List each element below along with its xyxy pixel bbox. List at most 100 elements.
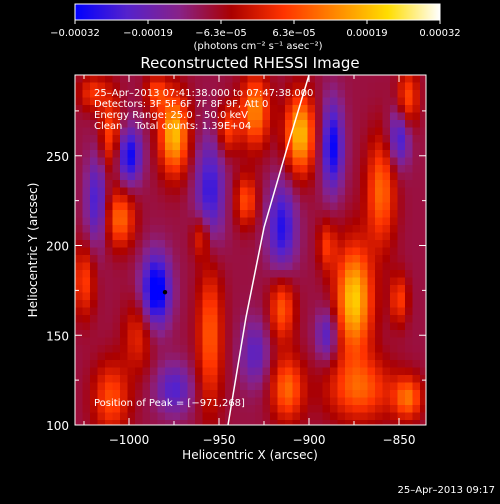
heatmap-cell — [202, 165, 211, 173]
heatmap-cell — [390, 322, 398, 331]
heatmap-cell — [247, 105, 256, 113]
heatmap-cell — [337, 285, 346, 293]
heatmap-cell — [337, 315, 346, 323]
heatmap-cell — [82, 165, 91, 173]
heatmap-cell — [172, 127, 181, 136]
heatmap-cell — [142, 97, 151, 106]
heatmap-cell — [187, 330, 196, 338]
heatmap-cell — [232, 172, 241, 181]
heatmap-cell — [135, 82, 143, 91]
heatmap-cell — [90, 112, 98, 121]
heatmap-cell — [112, 105, 121, 113]
heatmap-cell — [375, 352, 383, 361]
heatmap-cell — [382, 187, 391, 196]
heatmap-cell — [127, 180, 136, 188]
heatmap-cell — [97, 90, 106, 98]
heatmap-cell — [262, 105, 271, 113]
heatmap-cell — [367, 135, 376, 143]
heatmap-cell — [322, 345, 331, 353]
heatmap-cell — [120, 97, 128, 106]
heatmap-cell — [397, 240, 406, 248]
heatmap-cell — [120, 75, 128, 83]
heatmap-cell — [75, 202, 83, 211]
heatmap-cell — [225, 277, 233, 286]
heatmap-cell — [232, 105, 241, 113]
heatmap-cell — [420, 405, 426, 413]
heatmap-cell — [172, 142, 181, 151]
heatmap-cell — [180, 82, 188, 91]
heatmap-cell — [345, 307, 353, 316]
heatmap-cell — [232, 127, 241, 136]
heatmap-cell — [105, 142, 113, 151]
heatmap-cell — [375, 330, 383, 338]
heatmap-cell — [150, 82, 158, 91]
heatmap-cell — [90, 105, 98, 113]
heatmap-cell — [397, 247, 406, 256]
heatmap-cell — [322, 367, 331, 376]
heatmap-cell — [135, 292, 143, 301]
heatmap-cell — [390, 105, 398, 113]
heatmap-cell — [292, 165, 301, 173]
heatmap-cell — [225, 247, 233, 256]
heatmap-cell — [112, 247, 121, 256]
heatmap-cell — [405, 270, 413, 278]
heatmap-cell — [202, 105, 211, 113]
heatmap-cell — [390, 315, 398, 323]
heatmap-cell — [157, 232, 166, 241]
heatmap-cell — [240, 120, 248, 128]
heatmap-cell — [315, 90, 323, 98]
heatmap-cell — [120, 180, 128, 188]
heatmap-cell — [157, 262, 166, 271]
heatmap-cell — [247, 97, 256, 106]
heatmap-cell — [382, 105, 391, 113]
heatmap-cell — [367, 112, 376, 121]
plot-area — [74, 74, 427, 426]
heatmap-cell — [315, 225, 323, 233]
heatmap-cell — [307, 217, 316, 226]
heatmap-cell — [367, 345, 376, 353]
heatmap-cell — [150, 405, 158, 413]
heatmap-cell — [202, 352, 211, 361]
heatmap-cell — [90, 202, 98, 211]
heatmap-cell — [97, 180, 106, 188]
heatmap-cell — [360, 412, 368, 421]
heatmap-cell — [255, 157, 263, 166]
heatmap-cell — [277, 157, 286, 166]
x-tick-label: −900 — [293, 433, 326, 447]
heatmap-cell — [420, 142, 426, 151]
heatmap-cell — [292, 172, 301, 181]
heatmap-cell — [75, 270, 83, 278]
heatmap-cell — [292, 105, 301, 113]
heatmap-cell — [322, 247, 331, 256]
heatmap-cell — [412, 127, 421, 136]
heatmap-cell — [247, 262, 256, 271]
heatmap-cell — [82, 97, 91, 106]
heatmap-cell — [292, 367, 301, 376]
heatmap-cell — [187, 82, 196, 91]
heatmap-cell — [232, 322, 241, 331]
heatmap-cell — [337, 270, 346, 278]
heatmap-cell — [420, 165, 426, 173]
heatmap-cell — [277, 270, 286, 278]
heatmap-cell — [82, 180, 91, 188]
heatmap-cell — [337, 322, 346, 331]
heatmap-cell — [127, 382, 136, 391]
heatmap-cell — [360, 262, 368, 271]
heatmap-cell — [337, 202, 346, 211]
heatmap-cell — [82, 240, 91, 248]
heatmap-cell — [232, 337, 241, 346]
heatmap-cell — [202, 172, 211, 181]
heatmap-cell — [120, 135, 128, 143]
heatmap-cell — [120, 217, 128, 226]
heatmap-cell — [210, 307, 218, 316]
heatmap-cell — [180, 165, 188, 173]
heatmap-cell — [382, 232, 391, 241]
heatmap-cell — [277, 217, 286, 226]
heatmap-cell — [277, 120, 286, 128]
heatmap-cell — [90, 397, 98, 406]
heatmap-cell — [195, 202, 203, 211]
heatmap-cell — [75, 277, 83, 286]
heatmap-cell — [127, 135, 136, 143]
heatmap-cell — [337, 345, 346, 353]
heatmap-cell — [270, 255, 278, 263]
